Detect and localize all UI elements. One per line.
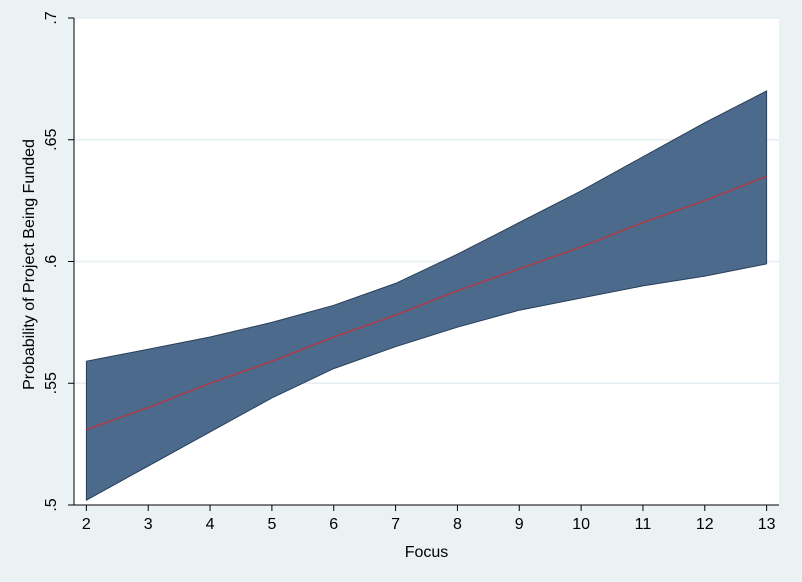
x-axis-ticks: 2 3 4 5 6 7 8 9 10 11 12 13 xyxy=(82,505,776,533)
x-tick-label: 7 xyxy=(391,516,400,533)
y-tick-label: .65 xyxy=(43,129,60,151)
x-tick-label: 6 xyxy=(329,516,338,533)
confidence-band-area xyxy=(85,90,768,501)
x-tick-label: 4 xyxy=(206,516,215,533)
x-axis-title: Focus xyxy=(405,544,449,561)
predicted-line xyxy=(86,175,767,431)
x-tick-label: 2 xyxy=(82,516,91,533)
y-tick-label: .55 xyxy=(43,372,60,394)
x-tick-label: 10 xyxy=(572,516,590,533)
x-tick-label: 12 xyxy=(696,516,714,533)
x-tick-label: 13 xyxy=(758,516,776,533)
x-tick-label: 8 xyxy=(453,516,462,533)
x-tick-label: 3 xyxy=(144,516,153,533)
y-tick-label: .7 xyxy=(43,11,60,24)
y-tick-label: .6 xyxy=(43,255,60,268)
y-tick-label: .5 xyxy=(43,498,60,511)
predicted-line-path xyxy=(86,175,767,431)
x-tick-label: 9 xyxy=(515,516,524,533)
x-tick-label: 11 xyxy=(635,516,652,533)
x-tick-label: 5 xyxy=(267,516,276,533)
y-axis-title: Probability of Project Being Funded xyxy=(21,139,38,390)
confidence-band xyxy=(85,90,768,501)
y-axis-ticks: .5 .55 .6 .65 .7 xyxy=(43,11,74,512)
